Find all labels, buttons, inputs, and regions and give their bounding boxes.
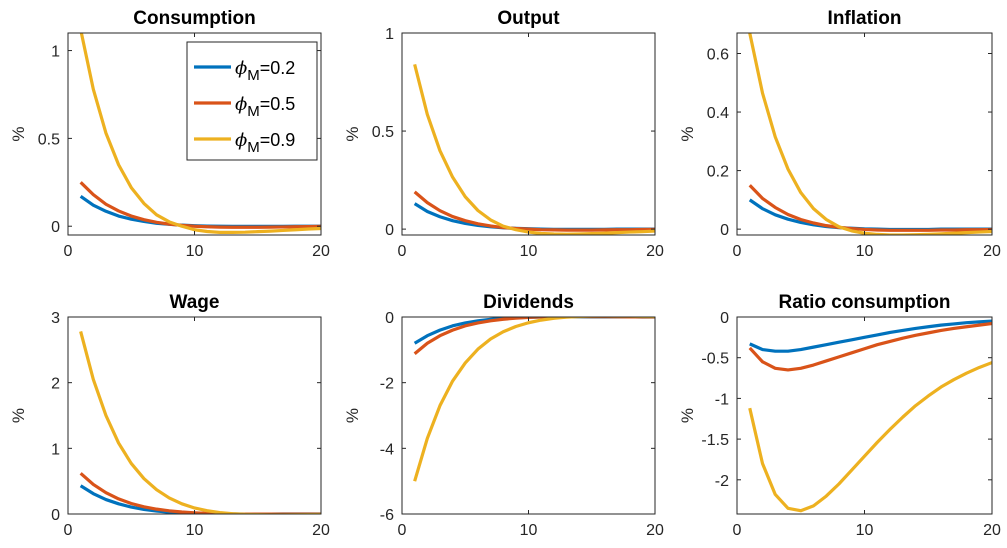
- series-line-1: [748, 321, 992, 372]
- x-tick-label: 10: [856, 522, 874, 539]
- y-tick-label: -6: [380, 507, 394, 524]
- series-line-1: [79, 181, 321, 229]
- y-axis-label: %: [343, 408, 362, 423]
- panel-4: Dividends% 0 10 20 -6 -4 -2 0: [343, 292, 664, 539]
- chart-title: Dividends: [483, 292, 574, 313]
- x-tick-label: 0: [64, 522, 73, 539]
- y-tick-label: 0: [385, 222, 394, 239]
- x-tick-label: 20: [983, 243, 1001, 260]
- x-tick-label: 20: [312, 522, 330, 539]
- x-tick-label: 20: [646, 243, 664, 260]
- y-tick-label: -2: [380, 376, 394, 393]
- legend-entry: ϕM=0.5: [235, 94, 295, 120]
- y-axis-label: %: [343, 126, 362, 141]
- legend-value: =0.5: [260, 94, 296, 114]
- y-axis-label: %: [9, 126, 28, 141]
- series-line-1: [79, 472, 321, 514]
- y-tick-label: 0.5: [38, 131, 60, 148]
- y-tick-label: 1: [51, 441, 60, 458]
- series-line-2: [748, 361, 992, 513]
- series-line-2: [748, 33, 992, 235]
- legend-value: =0.2: [260, 58, 296, 78]
- y-tick-label: 0: [51, 507, 60, 524]
- y-tick-label: 0: [720, 222, 729, 239]
- legend-subscript: M: [247, 139, 260, 156]
- y-tick-label: 0.5: [372, 124, 394, 141]
- y-tick-label: 0: [51, 219, 60, 236]
- series-line-1: [413, 190, 655, 232]
- x-tick-label: 10: [856, 243, 874, 260]
- series-line-0: [749, 319, 992, 353]
- x-tick-label: 0: [733, 243, 742, 260]
- panel-2: Inflation% 0 10 20 0 0.2 0.4 0.6: [678, 8, 1001, 260]
- chart-title: Inflation: [828, 8, 902, 29]
- y-tick-label: 1: [385, 26, 394, 43]
- chart-title: Ratio consumption: [778, 292, 950, 313]
- y-tick-label: 0: [385, 310, 394, 327]
- x-tick-label: 10: [520, 243, 538, 260]
- legend-symbol: ϕ: [235, 130, 247, 151]
- y-axis-label: %: [678, 408, 697, 423]
- chart-title: Output: [497, 8, 560, 29]
- y-tick-label: -0.5: [701, 351, 729, 368]
- y-tick-label: 0.6: [707, 46, 729, 63]
- x-tick-label: 20: [983, 522, 1001, 539]
- x-tick-label: 0: [398, 243, 407, 260]
- y-tick-label: 0.4: [707, 105, 729, 122]
- axes-box: [401, 32, 656, 236]
- x-tick-label: 0: [398, 522, 407, 539]
- y-tick-label: 0: [720, 310, 729, 327]
- y-tick-label: -1.5: [701, 432, 729, 449]
- axes-box: [401, 316, 656, 515]
- series-line-2: [79, 33, 321, 234]
- panel-5: Ratio consumption% 0 10 20 -2 -1.5 -1 -0.5 0: [678, 292, 1001, 539]
- y-axis-label: %: [678, 126, 697, 141]
- legend-value: =0.9: [260, 130, 296, 150]
- panel-3: Wage% 0 10 20 0 1 2 3: [9, 292, 330, 539]
- y-axis-label: %: [9, 408, 28, 423]
- x-tick-label: 20: [312, 243, 330, 260]
- y-tick-label: 1: [51, 44, 60, 61]
- y-tick-label: -1: [715, 391, 729, 408]
- y-tick-label: 0.2: [707, 164, 729, 181]
- chart-title: Consumption: [133, 8, 255, 29]
- y-tick-label: 2: [51, 376, 60, 393]
- series-line-2: [413, 317, 655, 482]
- chart-title: Wage: [170, 292, 220, 313]
- y-tick-label: -2: [715, 473, 729, 490]
- panel-1: Output% 0 10 20 0 0.5 1: [343, 8, 664, 260]
- legend-entry: ϕM=0.2: [235, 58, 295, 84]
- series-line-2: [413, 63, 655, 235]
- y-tick-label: 3: [51, 310, 60, 327]
- series-line-1: [748, 184, 992, 232]
- x-tick-label: 20: [646, 522, 664, 539]
- legend-subscript: M: [247, 67, 260, 84]
- legend-symbol: ϕ: [235, 94, 247, 115]
- x-tick-label: 10: [186, 522, 204, 539]
- legend-symbol: ϕ: [235, 58, 247, 79]
- series-line-2: [79, 331, 321, 514]
- y-tick-label: -4: [380, 441, 394, 458]
- x-tick-label: 10: [520, 522, 538, 539]
- x-tick-label: 0: [64, 243, 73, 260]
- x-tick-label: 10: [186, 243, 204, 260]
- legend: ϕM=0.2ϕM=0.5ϕM=0.9: [186, 41, 318, 161]
- x-tick-label: 0: [733, 522, 742, 539]
- legend-entry: ϕM=0.9: [235, 130, 295, 156]
- legend-subscript: M: [247, 103, 260, 120]
- axes-box: [736, 316, 993, 515]
